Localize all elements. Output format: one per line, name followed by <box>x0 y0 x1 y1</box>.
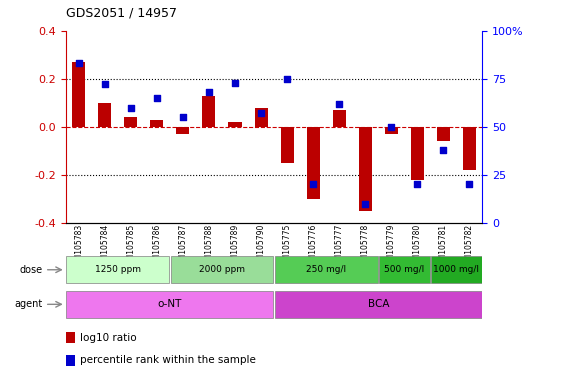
Bar <box>124 117 137 127</box>
Point <box>283 76 292 82</box>
Bar <box>431 256 482 283</box>
Bar <box>359 127 372 211</box>
Text: GDS2051 / 14957: GDS2051 / 14957 <box>66 6 176 19</box>
Text: 1000 mg/l: 1000 mg/l <box>433 265 480 274</box>
Point <box>178 114 187 120</box>
Point <box>335 101 344 107</box>
Point <box>413 181 422 187</box>
Bar <box>176 127 190 134</box>
Bar <box>66 256 169 283</box>
Text: 500 mg/l: 500 mg/l <box>384 265 424 274</box>
Text: BCA: BCA <box>368 299 389 310</box>
Bar <box>255 108 268 127</box>
Bar <box>411 127 424 180</box>
Bar <box>66 333 75 343</box>
Point <box>74 60 83 66</box>
Bar <box>72 62 85 127</box>
Point <box>126 104 135 111</box>
Text: dose: dose <box>19 265 42 275</box>
Bar <box>333 110 345 127</box>
Bar <box>280 127 293 163</box>
Point <box>439 147 448 153</box>
Point <box>204 89 214 95</box>
Point <box>361 200 370 207</box>
Text: percentile rank within the sample: percentile rank within the sample <box>81 355 256 365</box>
Bar <box>98 103 111 127</box>
Text: 2000 ppm: 2000 ppm <box>199 265 245 274</box>
Bar <box>463 127 476 170</box>
Bar <box>385 127 398 134</box>
Text: agent: agent <box>14 299 42 310</box>
Bar <box>307 127 320 199</box>
Bar <box>203 96 215 127</box>
Bar <box>275 291 482 318</box>
Point <box>231 79 240 86</box>
Text: log10 ratio: log10 ratio <box>81 333 137 343</box>
Text: 250 mg/l: 250 mg/l <box>306 265 346 274</box>
Bar <box>437 127 450 141</box>
Bar <box>275 256 377 283</box>
Point <box>308 181 317 187</box>
Bar <box>66 354 75 366</box>
Point <box>152 95 162 101</box>
Point <box>465 181 474 187</box>
Bar <box>150 119 163 127</box>
Bar <box>379 256 429 283</box>
Bar <box>228 122 242 127</box>
Text: 1250 ppm: 1250 ppm <box>95 265 141 274</box>
Point <box>256 110 266 116</box>
Bar <box>66 291 274 318</box>
Point <box>387 124 396 130</box>
Bar <box>171 256 274 283</box>
Text: o-NT: o-NT <box>158 299 182 310</box>
Point <box>100 81 109 88</box>
